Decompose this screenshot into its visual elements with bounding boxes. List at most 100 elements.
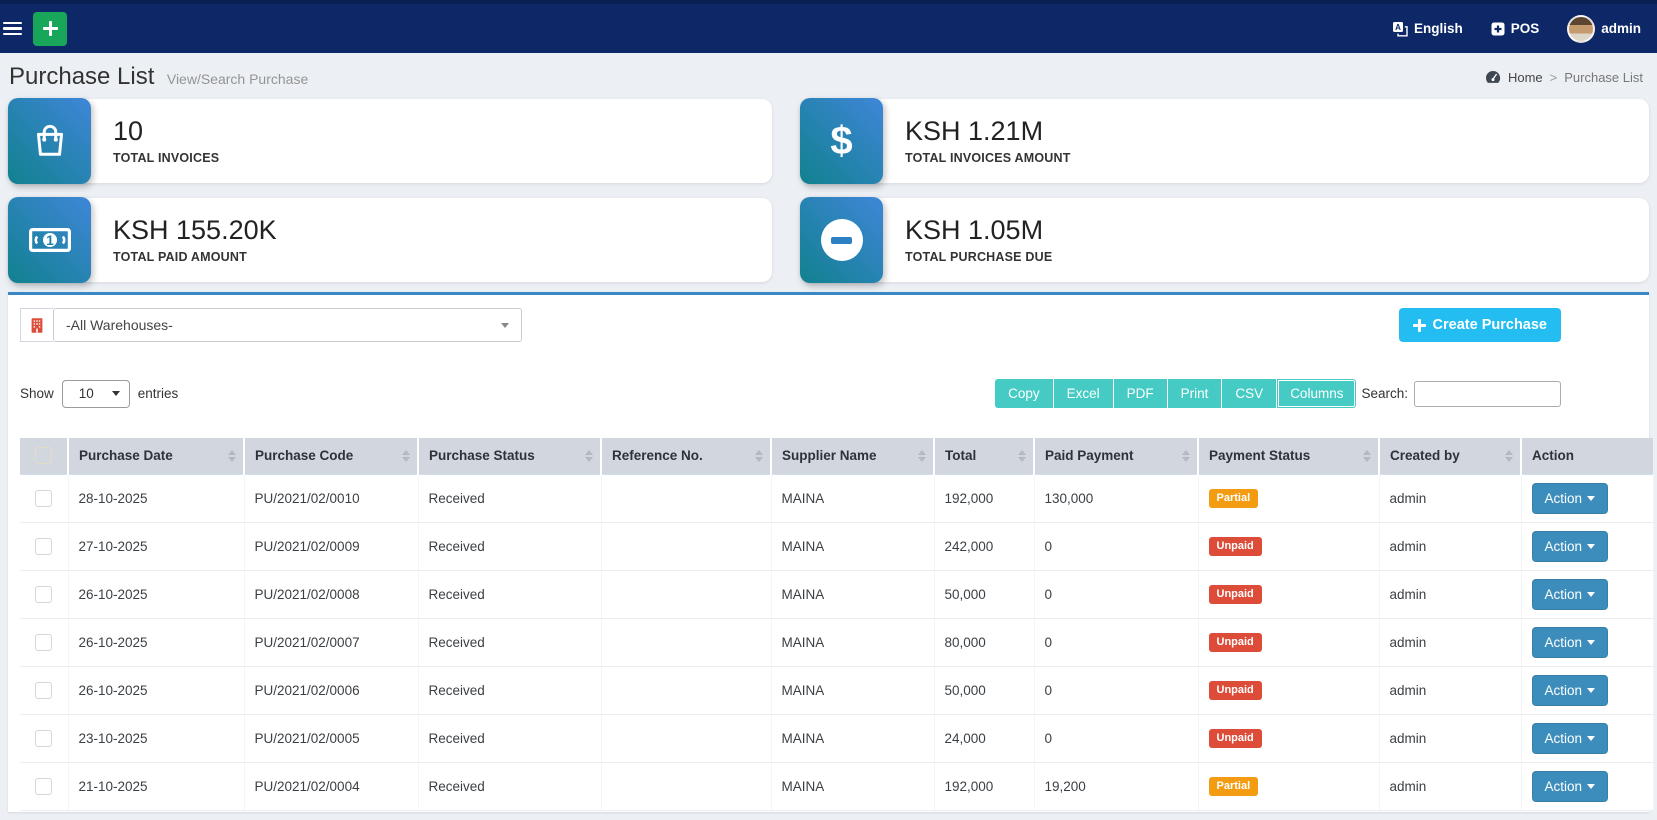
language-menu[interactable]: A English — [1392, 21, 1463, 37]
svg-text:1: 1 — [46, 232, 54, 248]
breadcrumb-current: Purchase List — [1564, 69, 1643, 85]
entries-select[interactable]: 10 — [61, 379, 130, 408]
payment-status-badge: Unpaid — [1208, 728, 1262, 748]
col-header-reference-no[interactable]: Reference No. — [601, 438, 772, 474]
pos-link[interactable]: POS — [1491, 21, 1540, 36]
row-checkbox[interactable] — [35, 777, 53, 795]
select-all-checkbox[interactable] — [35, 447, 52, 465]
csv-button[interactable]: CSV — [1222, 379, 1278, 408]
content-header: Purchase List View/Search Purchase Home … — [0, 53, 1657, 99]
row-action-button[interactable]: Action — [1531, 770, 1609, 802]
warehouse-select[interactable]: -All Warehouses- — [53, 308, 522, 342]
cell-total: 50,000 — [934, 570, 1035, 619]
cell-paid: 0 — [1034, 666, 1199, 715]
pdf-button[interactable]: PDF — [1113, 379, 1168, 408]
row-checkbox[interactable] — [35, 489, 53, 507]
row-action-button[interactable]: Action — [1531, 626, 1609, 658]
breadcrumb-separator: > — [1549, 69, 1558, 85]
dashboard-icon — [1485, 70, 1501, 83]
chevron-down-icon — [1587, 735, 1596, 741]
chevron-down-icon — [1587, 543, 1596, 549]
search-input[interactable] — [1414, 380, 1561, 407]
row-checkbox[interactable] — [35, 681, 53, 699]
cell-total: 242,000 — [934, 522, 1035, 571]
row-checkbox[interactable] — [35, 585, 53, 603]
row-action-button[interactable]: Action — [1531, 578, 1609, 610]
row-checkbox[interactable] — [35, 633, 53, 651]
cell-created_by: admin — [1379, 762, 1522, 811]
user-menu[interactable]: admin — [1567, 14, 1641, 43]
user-label: admin — [1601, 21, 1641, 36]
pos-label: POS — [1510, 21, 1540, 36]
language-label: English — [1413, 21, 1463, 36]
cell-created_by: admin — [1379, 570, 1522, 619]
stat-value: KSH 1.21M — [905, 115, 1044, 146]
cell-status: Received — [418, 522, 602, 571]
avatar — [1567, 14, 1596, 43]
cell-date: 27-10-2025 — [68, 522, 245, 571]
cell-reference — [601, 522, 772, 571]
chevron-down-icon — [1587, 495, 1596, 501]
excel-button[interactable]: Excel — [1053, 379, 1114, 408]
row-select-cell — [20, 762, 69, 811]
cell-action: Action — [1521, 522, 1654, 571]
search-label: Search: — [1361, 386, 1408, 401]
stat-card-total-paid-amount: 1 KSH 155.20K TOTAL PAID AMOUNT — [8, 197, 772, 283]
row-action-button[interactable]: Action — [1531, 530, 1609, 562]
row-select-cell — [20, 714, 69, 763]
copy-button[interactable]: Copy — [995, 379, 1054, 408]
row-action-button[interactable]: Action — [1531, 482, 1609, 514]
cell-created_by: admin — [1379, 522, 1522, 571]
create-purchase-button[interactable]: Create Purchase — [1398, 308, 1561, 342]
cell-code: PU/2021/02/0010 — [244, 473, 419, 523]
export-button-group: Copy Excel PDF Print CSV Columns — [995, 379, 1357, 408]
table-row: 26-10-2025 PU/2021/02/0006 Received MAINA 50… — [20, 666, 1654, 715]
breadcrumb: Home > Purchase List — [1485, 70, 1643, 85]
row-action-button[interactable]: Action — [1531, 674, 1609, 706]
cell-paid: 0 — [1034, 618, 1199, 667]
columns-button[interactable]: Columns — [1277, 379, 1357, 408]
cell-supplier: MAINA — [771, 618, 935, 667]
row-select-cell — [20, 570, 69, 619]
row-checkbox[interactable] — [35, 729, 53, 747]
cell-code: PU/2021/02/0006 — [244, 666, 419, 715]
cell-reference — [601, 473, 772, 523]
col-header-payment-status[interactable]: Payment Status — [1198, 438, 1380, 474]
pos-plus-icon — [1491, 22, 1505, 35]
navbar-right: A English POS admin — [1392, 14, 1641, 43]
col-header-purchase-date[interactable]: Purchase Date — [68, 438, 245, 474]
sort-icon — [1505, 449, 1513, 462]
breadcrumb-home[interactable]: Home — [1507, 69, 1543, 85]
table-row: 28-10-2025 PU/2021/02/0010 Received MAINA 19… — [20, 473, 1654, 523]
payment-status-badge: Unpaid — [1208, 632, 1262, 652]
col-header-supplier-name[interactable]: Supplier Name — [771, 438, 935, 474]
cell-reference — [601, 570, 772, 619]
print-button[interactable]: Print — [1167, 379, 1223, 408]
col-header-paid-payment[interactable]: Paid Payment — [1034, 438, 1199, 474]
col-header-purchase-status[interactable]: Purchase Status — [418, 438, 602, 474]
minus-circle-icon — [800, 197, 883, 283]
cell-supplier: MAINA — [771, 762, 935, 811]
quick-add-button[interactable] — [33, 11, 67, 46]
cell-paid: 0 — [1034, 570, 1199, 619]
row-action-button[interactable]: Action — [1531, 722, 1609, 754]
table-row: 26-10-2025 PU/2021/02/0008 Received MAINA 50… — [20, 570, 1654, 619]
row-select-cell — [20, 522, 69, 571]
row-select-cell — [20, 666, 69, 715]
cell-supplier: MAINA — [771, 473, 935, 523]
cell-status: Received — [418, 473, 602, 523]
col-header-created-by[interactable]: Created by — [1379, 438, 1522, 474]
purchase-table-wrap: Purchase Date Purchase Code Purchase Sta… — [20, 438, 1654, 811]
payment-status-badge: Partial — [1208, 488, 1259, 508]
cell-created_by: admin — [1379, 666, 1522, 715]
cell-status: Received — [418, 666, 602, 715]
col-header-purchase-code[interactable]: Purchase Code — [244, 438, 419, 474]
row-checkbox[interactable] — [35, 537, 53, 555]
cell-action: Action — [1521, 618, 1654, 667]
stat-card-total-invoices: 10 TOTAL INVOICES — [8, 98, 772, 184]
cell-code: PU/2021/02/0007 — [244, 618, 419, 667]
cell-paid: 19,200 — [1034, 762, 1199, 811]
col-header-total[interactable]: Total — [934, 438, 1035, 474]
sidebar-toggle-icon[interactable] — [3, 21, 22, 36]
cell-code: PU/2021/02/0005 — [244, 714, 419, 763]
